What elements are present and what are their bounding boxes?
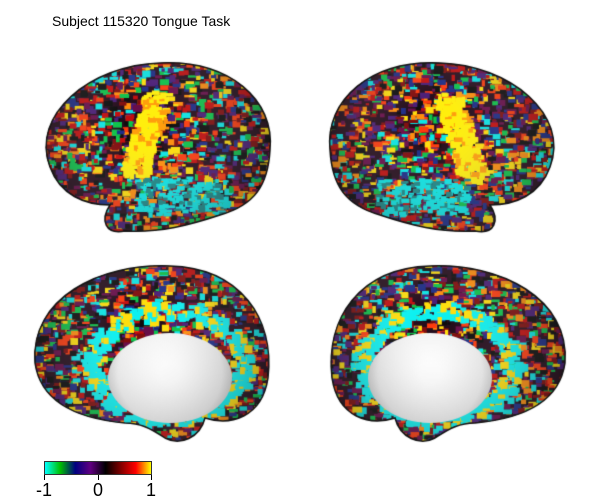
brain-left-lateral-view (30, 55, 280, 240)
brain-left-medial-view (30, 258, 280, 448)
colorbar (44, 461, 152, 475)
colorbar-tick-max (151, 475, 152, 480)
colorbar-tick-min (44, 475, 45, 480)
brain-right-medial-view (320, 258, 570, 448)
colorbar-label-mid: 0 (92, 480, 103, 500)
colorbar-label-max: 1 (145, 480, 156, 500)
colorbar-tick-mid (98, 475, 99, 480)
brain-right-lateral-view (320, 55, 570, 240)
figure-title: Subject 115320 Tongue Task (52, 13, 231, 29)
colorbar-label-min: -1 (35, 480, 52, 500)
